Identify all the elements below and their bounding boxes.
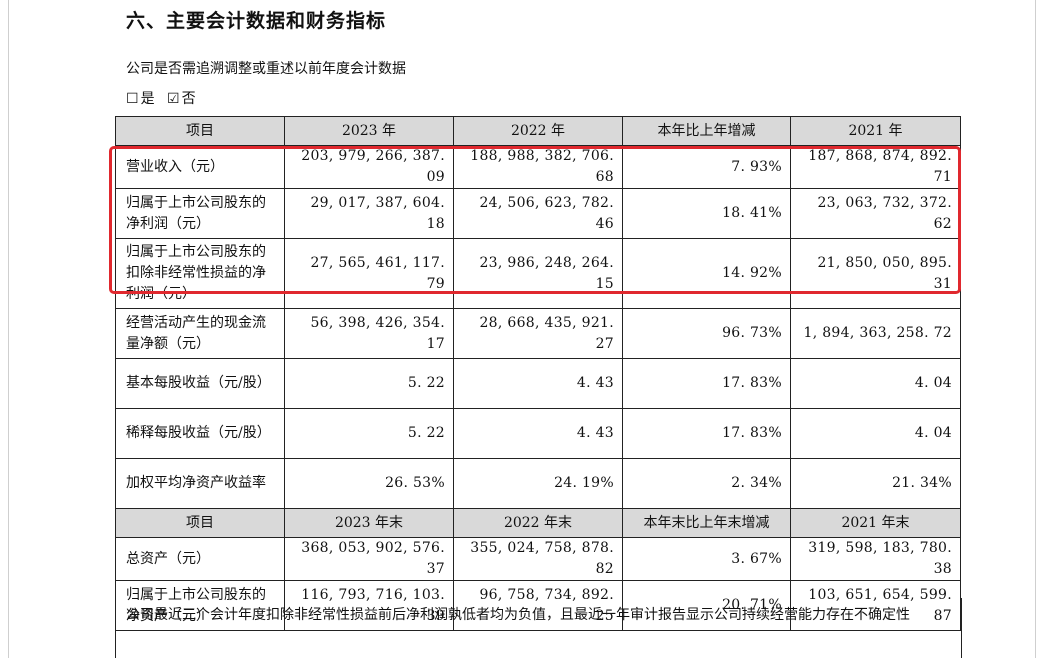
header-2022-end: 2022 年末 xyxy=(453,508,623,538)
row-value-2022: 355, 024, 758, 878. 82 xyxy=(453,537,623,581)
row-value-2023: 27, 565, 461, 117. 79 xyxy=(284,238,454,309)
page-right-rule xyxy=(1035,0,1036,658)
row-item: 经营活动产生的现金流量净额（元） xyxy=(115,308,285,359)
row-change: 14. 92% xyxy=(622,238,791,309)
header-item: 项目 xyxy=(115,508,285,538)
section-heading: 六、主要会计数据和财务指标 xyxy=(126,10,387,32)
yes-label: 是 xyxy=(140,91,155,107)
header-2023-end: 2023 年末 xyxy=(284,508,454,538)
table-row: 加权平均净资产收益率 26. 53% 24. 19% 2. 34% 21. 34… xyxy=(115,458,961,509)
row-value-2023: 26. 53% xyxy=(284,458,454,509)
row-value-2021: 4. 04 xyxy=(790,358,961,409)
table-row: 归属于上市公司股东的扣除非经常性损益的净利润（元） 27, 565, 461, … xyxy=(115,238,961,309)
yes-checkbox[interactable]: ☐ xyxy=(126,91,139,107)
row-value-2022: 24. 19% xyxy=(453,458,623,509)
table-row: 稀释每股收益（元/股） 5. 22 4. 43 17. 83% 4. 04 xyxy=(115,408,961,459)
footnote-box: 公司最近三个会计年度扣除非经常性损益前后净利润孰低者均为负值，且最近一年审计报告… xyxy=(115,598,962,658)
no-checkbox[interactable]: ☑ xyxy=(167,91,180,107)
row-value-2023: 5. 22 xyxy=(284,408,454,459)
row-value-2022: 188, 988, 382, 706. 68 xyxy=(453,145,623,189)
row-value-2023: 5. 22 xyxy=(284,358,454,409)
row-change: 2. 34% xyxy=(622,458,791,509)
header-2022: 2022 年 xyxy=(453,116,623,146)
financial-indicators-table: 项目 2023 年 2022 年 本年比上年增减 2021 年 营业收入（元） … xyxy=(115,116,961,631)
row-value-2021: 319, 598, 183, 780. 38 xyxy=(790,537,961,581)
table-header-row: 项目 2023 年 2022 年 本年比上年增减 2021 年 xyxy=(115,116,961,146)
row-change: 18. 41% xyxy=(622,188,791,239)
row-item: 归属于上市公司股东的净利润（元） xyxy=(115,188,285,239)
header-change: 本年比上年增减 xyxy=(622,116,791,146)
row-value-2021: 187, 868, 874, 892. 71 xyxy=(790,145,961,189)
table-header-row: 项目 2023 年末 2022 年末 本年末比上年末增减 2021 年末 xyxy=(115,508,961,538)
row-item: 总资产（元） xyxy=(115,537,285,581)
row-item: 加权平均净资产收益率 xyxy=(115,458,285,509)
row-item: 基本每股收益（元/股） xyxy=(115,358,285,409)
row-value-2021: 23, 063, 732, 372. 62 xyxy=(790,188,961,239)
row-value-2023: 116, 793, 716, 103. 39 xyxy=(284,580,454,631)
row-item: 归属于上市公司股东的扣除非经常性损益的净利润（元） xyxy=(115,238,285,309)
row-change: 7. 93% xyxy=(622,145,791,189)
table-row: 归属于上市公司股东的净利润（元） 29, 017, 387, 604. 18 2… xyxy=(115,188,961,239)
header-2023: 2023 年 xyxy=(284,116,454,146)
footnote-text: 公司最近三个会计年度扣除非经常性损益前后净利润孰低者均为负值，且最近一年审计报告… xyxy=(126,607,910,623)
row-value-2023: 56, 398, 426, 354. 17 xyxy=(284,308,454,359)
no-label: 否 xyxy=(181,91,196,107)
row-value-2021: 1, 894, 363, 258. 72 xyxy=(790,308,961,359)
row-value-2023: 29, 017, 387, 604. 18 xyxy=(284,188,454,239)
header-item: 项目 xyxy=(115,116,285,146)
row-value-2021: 103, 651, 654, 599. 87 xyxy=(790,580,961,631)
row-value-2023: 368, 053, 902, 576. 37 xyxy=(284,537,454,581)
row-value-2021: 21, 850, 050, 895. 31 xyxy=(790,238,961,309)
row-value-2022: 4. 43 xyxy=(453,408,623,459)
header-change-end: 本年末比上年末增减 xyxy=(622,508,791,538)
row-value-2021: 4. 04 xyxy=(790,408,961,459)
table-row: 经营活动产生的现金流量净额（元） 56, 398, 426, 354. 17 2… xyxy=(115,308,961,359)
row-change: 17. 83% xyxy=(622,358,791,409)
row-item: 营业收入（元） xyxy=(115,145,285,189)
row-value-2022: 4. 43 xyxy=(453,358,623,409)
row-change: 20. 71% xyxy=(622,580,791,631)
table-row: 基本每股收益（元/股） 5. 22 4. 43 17. 83% 4. 04 xyxy=(115,358,961,409)
header-2021: 2021 年 xyxy=(790,116,961,146)
table-row: 归属于上市公司股东的净资产（元） 116, 793, 716, 103. 39 … xyxy=(115,580,961,631)
page-left-rule xyxy=(8,0,9,658)
table-row: 营业收入（元） 203, 979, 266, 387. 09 188, 988,… xyxy=(115,145,961,189)
row-value-2023: 203, 979, 266, 387. 09 xyxy=(284,145,454,189)
row-value-2022: 23, 986, 248, 264. 15 xyxy=(453,238,623,309)
row-value-2021: 21. 34% xyxy=(790,458,961,509)
restatement-answer: ☐ 是 ☑ 否 xyxy=(126,88,196,108)
row-value-2022: 28, 668, 435, 921. 27 xyxy=(453,308,623,359)
header-2021-end: 2021 年末 xyxy=(790,508,961,538)
row-item: 稀释每股收益（元/股） xyxy=(115,408,285,459)
row-change: 96. 73% xyxy=(622,308,791,359)
table-row: 总资产（元） 368, 053, 902, 576. 37 355, 024, … xyxy=(115,537,961,581)
row-value-2022: 96, 758, 734, 892. 25 xyxy=(453,580,623,631)
row-item: 归属于上市公司股东的净资产（元） xyxy=(115,580,285,631)
row-change: 17. 83% xyxy=(622,408,791,459)
row-value-2022: 24, 506, 623, 782. 46 xyxy=(453,188,623,239)
restatement-question: 公司是否需追溯调整或重述以前年度会计数据 xyxy=(126,61,406,77)
row-change: 3. 67% xyxy=(622,537,791,581)
